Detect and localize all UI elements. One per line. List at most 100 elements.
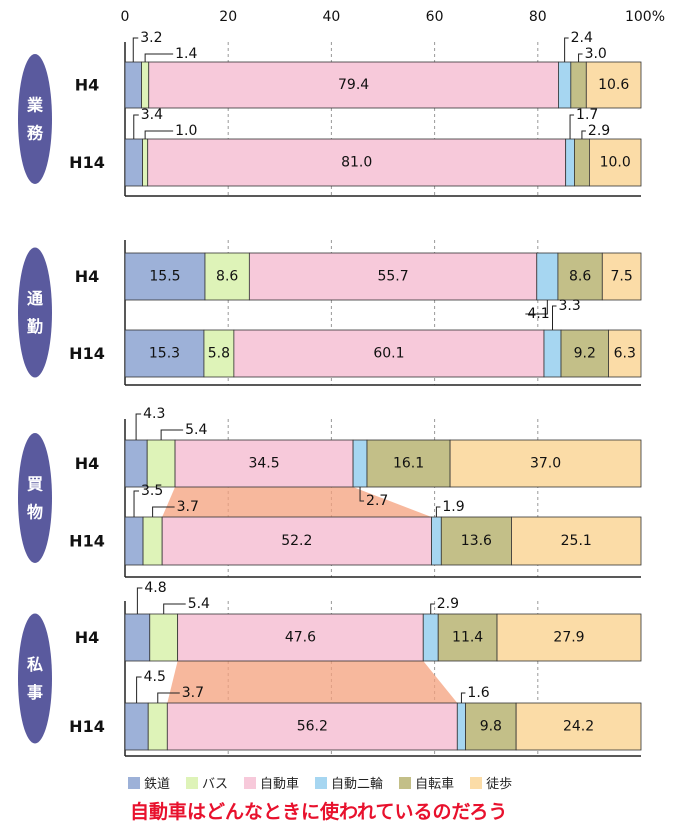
data-label: 13.6 — [461, 533, 492, 549]
data-label: 7.5 — [611, 269, 633, 285]
callout-line — [564, 37, 569, 62]
legend-label-rail: 鉄道 — [144, 777, 171, 792]
x-tick-label: 40 — [322, 9, 340, 25]
x-tick-label: 80 — [529, 9, 547, 25]
data-label: 1.4 — [175, 46, 197, 62]
bar-segment-bicycle — [366, 439, 451, 488]
data-label: 60.1 — [373, 346, 404, 362]
bar-segment-rail — [124, 138, 143, 187]
legend-swatch-walk — [470, 776, 483, 789]
data-label: 37.0 — [530, 456, 561, 472]
data-label: 25.1 — [561, 533, 592, 549]
bar-segment-walk — [449, 439, 642, 488]
callout-line — [525, 300, 548, 315]
bar-label: H14 — [69, 532, 105, 551]
bar-segment-bus — [203, 329, 235, 378]
bar-segment-rail — [124, 702, 149, 751]
callout-line — [460, 692, 466, 703]
data-label: 56.2 — [297, 719, 328, 735]
bar-segment-bus — [204, 252, 250, 301]
data-label: 11.4 — [452, 630, 483, 646]
callout-line — [435, 506, 441, 517]
data-label: 15.5 — [149, 269, 180, 285]
data-label: 5.4 — [188, 596, 210, 612]
callout-line — [160, 429, 184, 440]
data-label: 5.4 — [185, 422, 207, 438]
data-label: 1.6 — [467, 685, 489, 701]
bar-segment-car — [233, 329, 545, 378]
legend-item-bicycle: 自転車 — [399, 773, 454, 792]
bar-label: H4 — [75, 628, 100, 647]
bar-segment-car — [166, 702, 458, 751]
bar-segment-walk — [608, 329, 642, 378]
callout-line — [144, 130, 174, 139]
data-label: 15.3 — [149, 346, 180, 362]
callout-line — [136, 587, 143, 614]
legend-swatch-rail — [128, 776, 140, 789]
bar-segment-bicycle — [570, 61, 587, 109]
x-tick-label: 20 — [219, 9, 237, 25]
data-label: 27.9 — [553, 630, 584, 646]
data-label: 3.2 — [140, 30, 162, 46]
group-label-char: 通 — [27, 289, 43, 308]
bottom-title: 自動車はどんなときに使われているのだろう — [130, 801, 508, 823]
bar-segment-walk — [511, 516, 642, 566]
car-trend-wedge — [162, 487, 432, 517]
data-label: 52.2 — [281, 533, 312, 549]
bar-segment-bicycle — [574, 138, 590, 187]
legend-swatch-car — [244, 776, 257, 789]
data-label: 9.8 — [480, 719, 502, 735]
group-label-oval — [18, 613, 52, 744]
bar-segment-rail — [124, 329, 205, 378]
bar-segment-walk — [601, 252, 642, 301]
callout-line — [157, 692, 180, 703]
bar-segment-bus — [149, 613, 179, 662]
callout-line — [578, 53, 583, 62]
callout-line — [135, 413, 142, 440]
legend-label-motorcycle: 自動二輪 — [331, 777, 384, 792]
data-label: 2.4 — [571, 30, 593, 46]
bar-segment-walk — [585, 61, 642, 109]
callout-line — [132, 37, 139, 62]
bar-segment-bus — [141, 61, 150, 109]
callout-line — [136, 676, 142, 703]
group-label-char: 勤 — [27, 317, 43, 336]
data-label: 4.8 — [144, 580, 166, 596]
data-label: 34.5 — [248, 456, 279, 472]
bar-label: H4 — [75, 76, 100, 95]
bar-segment-bus — [146, 439, 176, 488]
x-tick-label: 60 — [426, 9, 444, 25]
bar-segment-motorcycle — [422, 613, 439, 662]
callout-line — [569, 114, 575, 139]
data-label: 55.7 — [377, 269, 408, 285]
car-trend-wedge — [167, 661, 458, 703]
bar-label: H14 — [69, 717, 105, 736]
bar-segment-rail — [124, 61, 142, 109]
data-label: 47.6 — [285, 630, 316, 646]
callout-line — [552, 305, 557, 330]
bar-segment-motorcycle — [431, 516, 442, 566]
bar-segment-car — [161, 516, 432, 566]
group-label-oval — [18, 54, 52, 184]
bar-segment-bicycle — [465, 702, 517, 751]
bar-segment-car — [174, 439, 354, 488]
bar-segment-walk — [515, 702, 642, 751]
bar-label: H14 — [69, 153, 105, 172]
bar-segment-rail — [124, 439, 148, 488]
group-label-char: 買 — [27, 475, 43, 494]
bar-label: H4 — [75, 454, 100, 473]
callout-line — [152, 506, 175, 517]
legend-label-bicycle: 自転車 — [415, 777, 455, 792]
legend-item-bus: バス — [186, 773, 228, 792]
x-tick-label: 100% — [625, 9, 665, 25]
data-label: 2.9 — [437, 596, 459, 612]
data-label: 3.3 — [559, 298, 581, 314]
callout-line — [163, 603, 186, 614]
legend-swatch-bicycle — [399, 776, 412, 789]
callout-line — [133, 114, 139, 139]
callout-line — [581, 130, 586, 139]
legend: 鉄道 バス 自動車 自動二輪 自転車 徒歩 — [128, 773, 512, 792]
data-label: 1.7 — [576, 107, 598, 123]
bar-segment-walk — [589, 138, 642, 187]
